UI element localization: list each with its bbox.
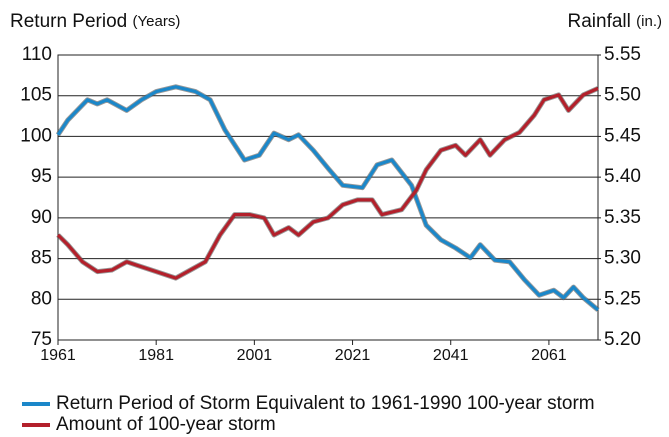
x-tick-label: 2041 xyxy=(433,347,469,364)
legend-label: Amount of 100-year storm xyxy=(56,414,276,435)
y-tick-label: 90 xyxy=(31,207,52,228)
plot-frame xyxy=(57,54,599,341)
y2-tick-label: 5.45 xyxy=(604,125,641,146)
y2-tick-label: 5.20 xyxy=(604,329,641,350)
y-tick-label: 80 xyxy=(31,288,52,309)
y2-tick-label: 5.25 xyxy=(604,288,641,309)
y-axis-title-unit: (Years) xyxy=(133,13,181,30)
legend-label: Return Period of Storm Equivalent to 196… xyxy=(56,393,595,414)
y2-tick-label: 5.40 xyxy=(604,166,641,187)
y2-axis-title-unit: (in.) xyxy=(636,13,662,30)
y2-tick-label: 5.50 xyxy=(604,85,641,106)
x-tick-label: 2001 xyxy=(237,347,273,364)
line xyxy=(56,86,599,280)
x-tick-label: 2061 xyxy=(531,347,567,364)
y2-tick-label: 5.35 xyxy=(604,207,641,228)
line-outline xyxy=(56,86,600,281)
y-tick-label: 100 xyxy=(20,125,52,146)
y-tick-label: 85 xyxy=(31,248,52,269)
y-tick-label: 95 xyxy=(31,166,52,187)
line xyxy=(56,85,600,312)
line-outline xyxy=(55,84,600,312)
y-axis-title: Return Period (Years) xyxy=(10,11,180,32)
y-axis-title-main: Return Period xyxy=(10,11,127,32)
y-tick-label: 75 xyxy=(31,329,52,350)
y2-tick-label: 5.55 xyxy=(604,44,641,65)
x-tick-label: 1981 xyxy=(138,347,174,364)
x-tick-label: 2021 xyxy=(335,347,371,364)
y2-axis-title-main: Rainfall xyxy=(568,11,631,32)
y-tick-label: 105 xyxy=(20,85,52,106)
x-tick-label: 1961 xyxy=(40,347,76,364)
y2-tick-label: 5.30 xyxy=(604,248,641,269)
y2-axis-title: Rainfall (in.) xyxy=(568,11,663,32)
y-tick-label: 110 xyxy=(22,44,52,65)
